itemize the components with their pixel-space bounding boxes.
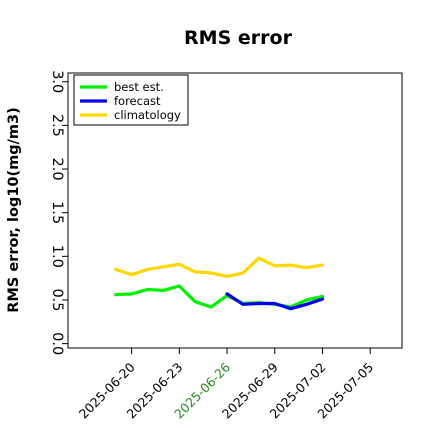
plot-area-frame [67,72,403,349]
y-axis: 0.0 0.5 1.0 1.5 2.0 2.5 3.0 [49,70,68,355]
y-tick-label: 0.0 [49,332,65,355]
legend-label: best est. [114,80,164,94]
legend-label: forecast [114,94,161,108]
y-tick-label: 3.0 [49,70,65,93]
y-axis-label: RMS error, log10(mg/m3) [6,107,22,313]
y-tick-label: 0.5 [49,288,65,311]
y-tick-label: 1.5 [49,201,65,224]
series-line-forecast [225,292,325,311]
legend-label: climatology [114,108,181,122]
chart-title: RMS error [184,27,293,49]
x-axis: 2025-06-202025-06-232025-06-262025-06-29… [76,348,376,421]
series-line-best-est [114,284,325,309]
y-tick-label: 2.0 [49,158,65,181]
y-tick-label: 2.5 [49,114,65,137]
series-line-climatology [114,256,325,278]
series-layer [114,256,325,311]
y-tick-label: 1.0 [49,245,65,268]
